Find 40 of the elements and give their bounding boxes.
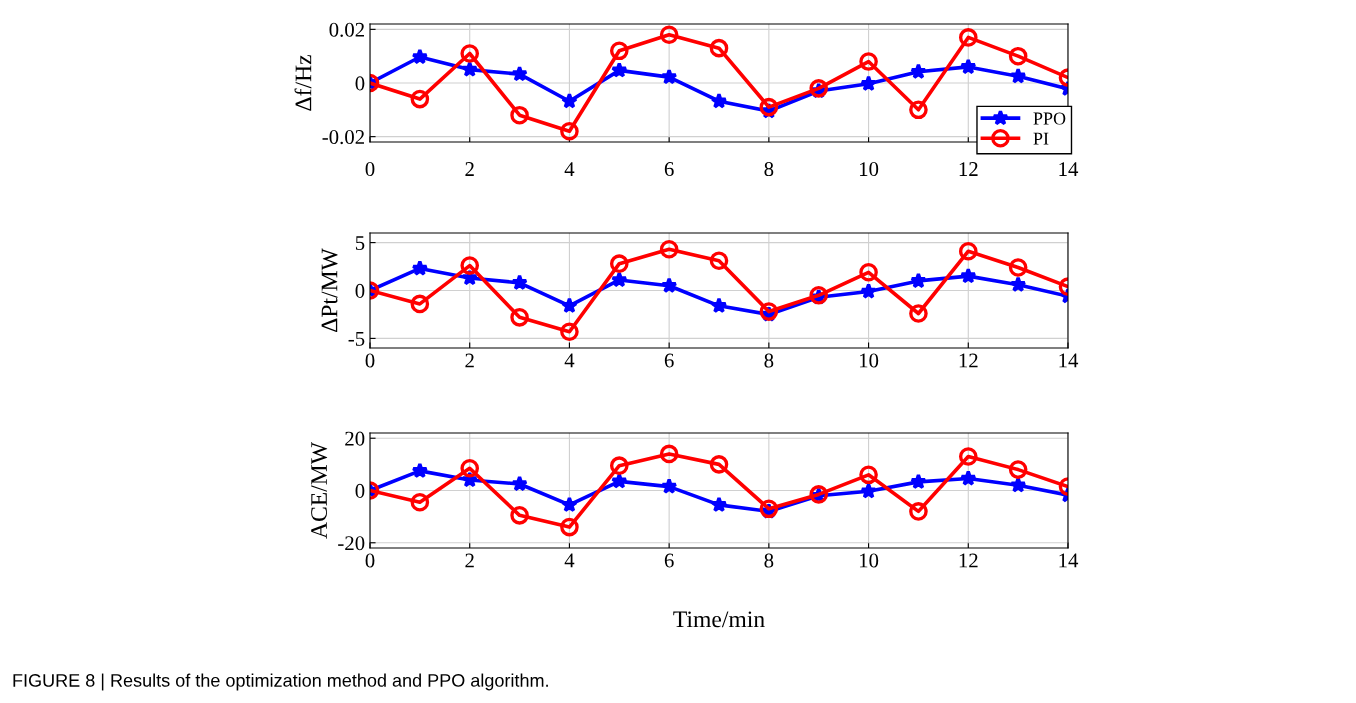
y-tick-label: 0 [355, 483, 365, 498]
x-tick-label: 6 [664, 353, 674, 368]
x-tick-label: 10 [859, 162, 879, 177]
y-tick-label: 0 [355, 283, 365, 298]
x-tick-label: 12 [959, 553, 978, 568]
y-tick-label: 20 [345, 431, 365, 446]
y-axis-title: Δf/Hz [294, 55, 312, 111]
y-tick-label: 0.02 [329, 22, 364, 37]
x-tick-label: 4 [564, 162, 575, 176]
caption: FIGURE 8 | Results of the optimization method and PPO algorithm. [13, 673, 548, 691]
x-tick-label: 0 [365, 162, 375, 177]
y-tick-label: -0.02 [322, 130, 364, 145]
y-axis-title: ΔPt/MW [321, 248, 338, 332]
x-tick-label: 14 [1059, 553, 1079, 568]
y-axis-title: ACE/MW [311, 442, 328, 539]
x-tick-label: 0 [365, 353, 375, 368]
x-tick-label: 10 [859, 553, 879, 568]
x-tick-label: 0 [365, 553, 375, 568]
x-tick-label: 2 [465, 553, 474, 568]
x-tick-label: 4 [564, 353, 575, 368]
x-tick-label: 14 [1059, 353, 1079, 368]
x-tick-label: 2 [465, 162, 474, 176]
y-tick-label: -5 [348, 332, 365, 346]
x-tick-label: 8 [764, 353, 774, 368]
x-tick-label: 6 [664, 162, 674, 177]
x-tick-label: 8 [764, 162, 774, 177]
x-tick-label: 6 [664, 553, 674, 568]
legend-label: PPO [1033, 112, 1066, 125]
x-tick-label: 8 [764, 553, 774, 568]
legend-label: PI [1033, 132, 1049, 145]
x-axis-title: Time/min [673, 611, 765, 628]
y-tick-label: 0 [355, 76, 365, 91]
x-tick-label: 4 [564, 553, 575, 568]
y-tick-label: 5 [355, 236, 365, 251]
x-tick-label: 12 [959, 162, 978, 176]
x-tick-label: 2 [465, 353, 474, 368]
x-tick-label: 10 [859, 353, 879, 368]
x-tick-label: 12 [959, 353, 978, 368]
y-tick-label: -20 [338, 536, 365, 551]
x-tick-label: 14 [1059, 162, 1079, 176]
